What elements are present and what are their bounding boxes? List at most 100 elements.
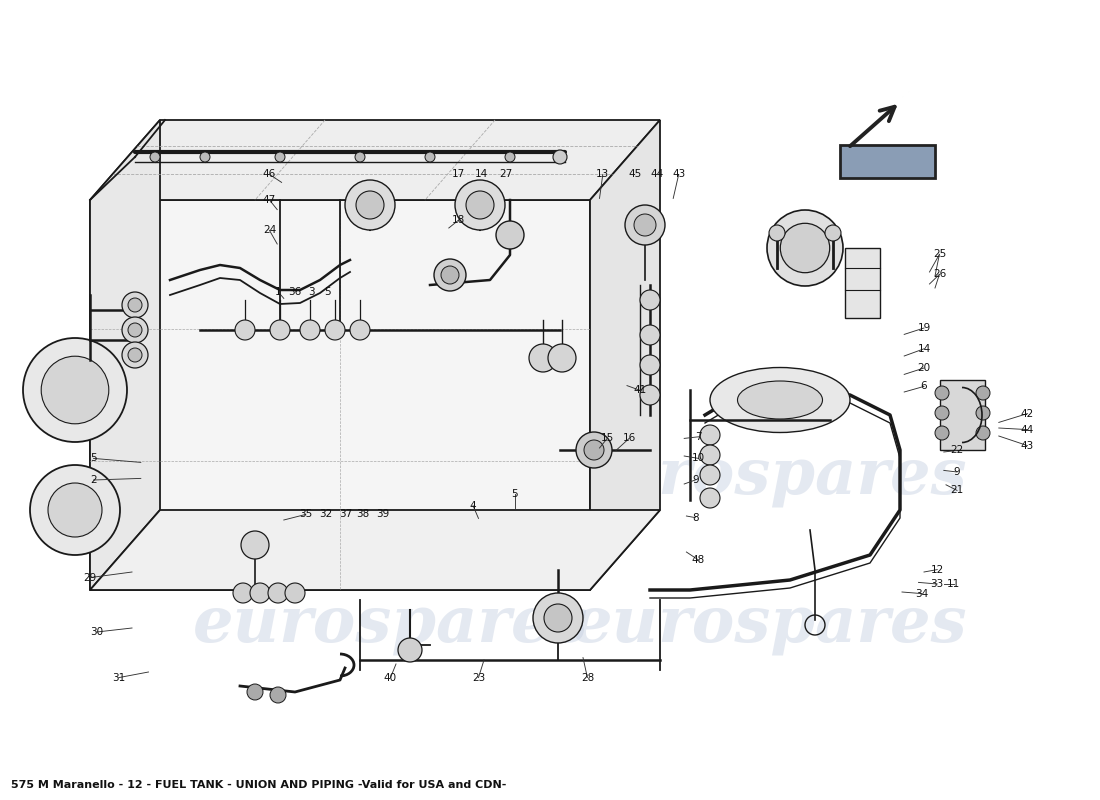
Circle shape <box>122 342 149 368</box>
Text: 3: 3 <box>308 287 315 297</box>
Text: eurospares: eurospares <box>192 594 588 654</box>
Text: 1: 1 <box>275 287 282 297</box>
Text: 5: 5 <box>324 287 331 297</box>
Text: 15: 15 <box>601 434 614 443</box>
Circle shape <box>534 593 583 643</box>
Circle shape <box>976 426 990 440</box>
Circle shape <box>553 150 566 164</box>
Circle shape <box>275 152 285 162</box>
Circle shape <box>544 604 572 632</box>
Circle shape <box>441 266 459 284</box>
Text: 8: 8 <box>692 513 698 522</box>
Text: 9: 9 <box>954 467 960 477</box>
Text: 41: 41 <box>634 386 647 395</box>
Circle shape <box>122 292 149 318</box>
Ellipse shape <box>737 381 823 419</box>
Text: 43: 43 <box>1021 441 1034 450</box>
Circle shape <box>548 344 576 372</box>
Polygon shape <box>90 120 660 200</box>
Text: 23: 23 <box>472 673 485 682</box>
Polygon shape <box>845 248 880 318</box>
Circle shape <box>935 386 949 400</box>
Text: 21: 21 <box>950 486 964 495</box>
Text: eurospares: eurospares <box>572 446 968 506</box>
Circle shape <box>268 583 288 603</box>
Polygon shape <box>90 510 660 590</box>
Text: 18: 18 <box>452 215 465 225</box>
Text: 2: 2 <box>90 475 97 485</box>
Circle shape <box>150 152 160 162</box>
Circle shape <box>640 325 660 345</box>
Circle shape <box>780 223 829 273</box>
Circle shape <box>700 425 720 445</box>
Circle shape <box>122 317 149 343</box>
Circle shape <box>505 152 515 162</box>
Polygon shape <box>590 120 660 590</box>
Text: 26: 26 <box>933 270 946 279</box>
Text: 45: 45 <box>628 170 641 179</box>
Text: 14: 14 <box>917 344 931 354</box>
Circle shape <box>634 214 656 236</box>
Text: 46: 46 <box>263 170 276 179</box>
Circle shape <box>250 583 270 603</box>
Text: 575 M Maranello - 12 - FUEL TANK - UNION AND PIPING -Valid for USA and CDN-: 575 M Maranello - 12 - FUEL TANK - UNION… <box>11 780 506 790</box>
Circle shape <box>300 320 320 340</box>
Circle shape <box>935 426 949 440</box>
Circle shape <box>700 445 720 465</box>
Text: 11: 11 <box>947 579 960 589</box>
Text: 17: 17 <box>452 170 465 179</box>
Text: 9: 9 <box>692 475 698 485</box>
Circle shape <box>128 298 142 312</box>
Text: 48: 48 <box>692 555 705 565</box>
Text: eurospares: eurospares <box>192 446 588 506</box>
Circle shape <box>355 152 365 162</box>
Circle shape <box>576 432 612 468</box>
Text: 14: 14 <box>475 170 488 179</box>
Text: 22: 22 <box>950 446 964 455</box>
Text: 25: 25 <box>933 250 946 259</box>
Polygon shape <box>90 200 590 590</box>
Text: 24: 24 <box>263 226 276 235</box>
Text: 42: 42 <box>1021 409 1034 418</box>
Text: 40: 40 <box>384 673 397 682</box>
Polygon shape <box>90 120 160 590</box>
Text: 38: 38 <box>356 510 370 519</box>
Polygon shape <box>940 380 984 450</box>
Circle shape <box>285 583 305 603</box>
Circle shape <box>425 152 435 162</box>
Ellipse shape <box>710 367 850 433</box>
Circle shape <box>324 320 345 340</box>
Text: 33: 33 <box>931 579 944 589</box>
Circle shape <box>640 385 660 405</box>
Text: 43: 43 <box>672 170 685 179</box>
Circle shape <box>767 210 843 286</box>
Text: 47: 47 <box>263 195 276 205</box>
Circle shape <box>356 191 384 219</box>
Circle shape <box>128 323 142 337</box>
Circle shape <box>529 344 557 372</box>
Circle shape <box>625 205 666 245</box>
Text: 5: 5 <box>90 454 97 463</box>
Text: 19: 19 <box>917 323 931 333</box>
Text: 5: 5 <box>512 490 518 499</box>
Circle shape <box>350 320 370 340</box>
Circle shape <box>700 465 720 485</box>
Text: 32: 32 <box>319 510 332 519</box>
Circle shape <box>496 221 524 249</box>
Circle shape <box>825 225 842 241</box>
Text: 44: 44 <box>650 170 663 179</box>
Text: 6: 6 <box>921 382 927 391</box>
Circle shape <box>345 180 395 230</box>
Circle shape <box>769 225 785 241</box>
Text: 30: 30 <box>90 627 103 637</box>
Text: 13: 13 <box>596 170 609 179</box>
Text: 36: 36 <box>288 287 301 297</box>
Circle shape <box>434 259 466 291</box>
Circle shape <box>700 488 720 508</box>
Circle shape <box>200 152 210 162</box>
Circle shape <box>270 687 286 703</box>
Circle shape <box>935 406 949 420</box>
Polygon shape <box>840 145 935 178</box>
Circle shape <box>23 338 126 442</box>
Circle shape <box>233 583 253 603</box>
